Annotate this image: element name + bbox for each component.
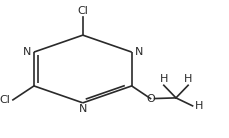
Text: N: N xyxy=(78,104,87,114)
Text: H: H xyxy=(183,74,191,84)
Text: O: O xyxy=(145,94,154,104)
Text: N: N xyxy=(23,47,31,57)
Text: H: H xyxy=(194,101,202,111)
Text: Cl: Cl xyxy=(77,6,88,16)
Text: Cl: Cl xyxy=(0,95,11,105)
Text: N: N xyxy=(134,47,142,57)
Text: H: H xyxy=(159,74,167,84)
